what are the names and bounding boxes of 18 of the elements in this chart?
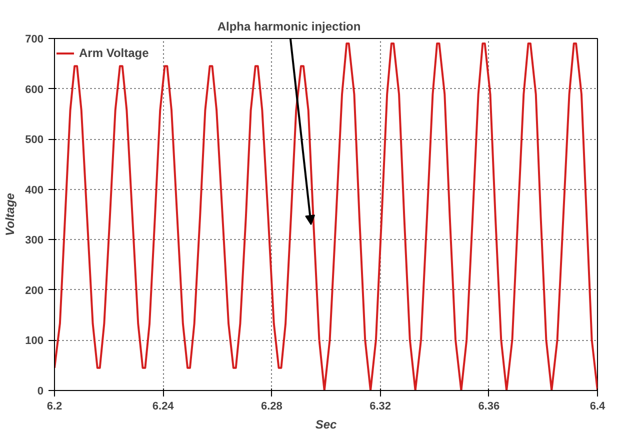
y-axis-title: Voltage <box>3 192 18 236</box>
y-tick-label: 400 <box>25 184 44 196</box>
y-tick-label: 200 <box>25 284 44 297</box>
x-tick-label: 6.28 <box>260 400 282 412</box>
legend-label: Arm Voltage <box>79 46 149 60</box>
y-tick-label: 500 <box>25 134 44 146</box>
x-tick-label: 6.2 <box>46 400 62 412</box>
x-tick-label: 6.32 <box>370 400 392 412</box>
x-axis-title: Sec <box>315 418 337 431</box>
y-tick-label: 0 <box>37 386 44 398</box>
x-tick-label: 6.24 <box>152 400 175 412</box>
x-tick-label: 6.4 <box>590 400 606 412</box>
annotation: Alpha harmonic injection <box>217 20 361 34</box>
y-tick-label: 100 <box>25 335 44 348</box>
x-tick-label: 6.36 <box>478 400 500 412</box>
y-tick-label: 600 <box>25 84 44 96</box>
y-tick-label: 700 <box>25 34 44 46</box>
y-tick-label: 300 <box>25 234 44 247</box>
